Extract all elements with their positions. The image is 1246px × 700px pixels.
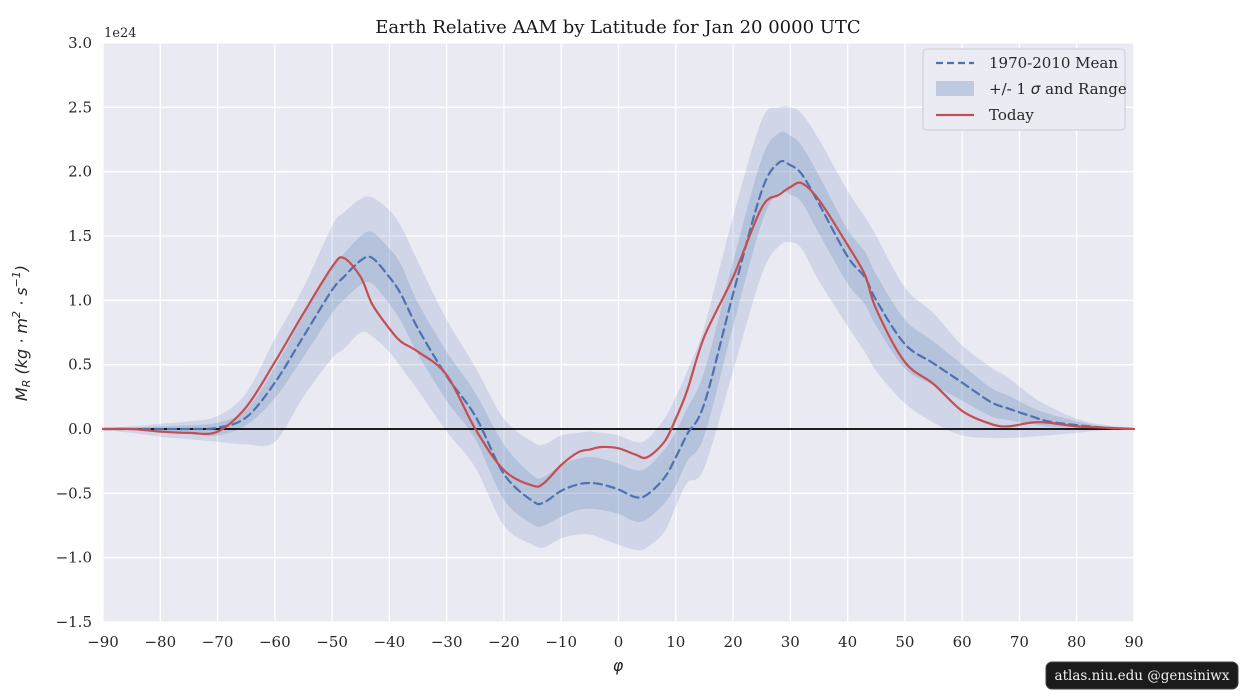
x-tick-label: 70 xyxy=(1010,633,1029,651)
watermark-background xyxy=(1045,661,1239,690)
y-axis-offset-label: 1e24 xyxy=(104,26,137,41)
x-tick-label: 40 xyxy=(838,633,857,651)
x-tick-label: −30 xyxy=(431,633,463,651)
watermark-badge: atlas.niu.edu @gensiniwx xyxy=(1045,661,1239,690)
legend-band-pre: +/- 1 xyxy=(989,80,1031,98)
legend-box xyxy=(922,48,1126,131)
y-axis-label: MR (kg · m2 · s−1) xyxy=(10,265,33,401)
x-tick-label: 80 xyxy=(1067,633,1086,651)
ylabel-units-1: (kg · m xyxy=(12,318,31,380)
x-axis-tick-labels: −90 −80 −70 −60 −50 −40 −30 −20 −10 0 10 20 30 40 50 60… xyxy=(87,633,1143,651)
x-tick-label: 90 xyxy=(1124,633,1143,651)
ylabel-superscript-2: −1 xyxy=(10,271,23,287)
ylabel-superscript-1: 2 xyxy=(10,311,23,318)
legend-label-today: Today xyxy=(989,106,1034,124)
legend-label-mean: 1970-2010 Mean xyxy=(989,54,1118,72)
ylabel-units-2: · s xyxy=(12,287,31,311)
data-curves xyxy=(101,159,1136,506)
ylabel-units-3: ) xyxy=(12,265,31,272)
x-tick-label: −90 xyxy=(87,633,119,651)
legend-label-band: +/- 1 σ and Range xyxy=(989,80,1127,98)
y-tick-label: −0.5 xyxy=(56,484,92,502)
x-tick-label: −60 xyxy=(259,633,291,651)
legend-band-post: and Range xyxy=(1040,80,1127,98)
today-line xyxy=(101,181,1136,488)
x-tick-label: 0 xyxy=(614,633,624,651)
x-tick-label: −80 xyxy=(144,633,176,651)
y-tick-label: 0.0 xyxy=(68,420,92,438)
chart-title: Earth Relative AAM by Latitude for Jan 2… xyxy=(375,17,860,38)
x-tick-label: 20 xyxy=(724,633,743,651)
x-axis-label: φ xyxy=(613,656,624,675)
range-band xyxy=(103,106,1134,551)
uncertainty-bands xyxy=(103,106,1134,551)
x-tick-label: −20 xyxy=(488,633,520,651)
y-tick-label: 0.5 xyxy=(68,356,92,374)
x-tick-label: 50 xyxy=(895,633,914,651)
y-tick-label: 3.0 xyxy=(68,34,92,52)
y-axis-tick-labels: 3.0 2.5 2.0 1.5 1.0 0.5 0.0 −0.5 −1.0 −1.5 xyxy=(56,34,92,631)
ylabel-subscript: R xyxy=(20,380,33,388)
legend-band-patch-sample xyxy=(936,81,974,96)
x-tick-label: −70 xyxy=(202,633,234,651)
sigma-band xyxy=(103,131,1134,527)
sigma-symbol: σ xyxy=(1031,80,1041,98)
y-tick-label: −1.5 xyxy=(56,613,92,631)
y-tick-label: 1.5 xyxy=(68,227,92,245)
watermark-text: atlas.niu.edu @gensiniwx xyxy=(1055,668,1230,684)
x-tick-label: −10 xyxy=(545,633,577,651)
y-tick-label: −1.0 xyxy=(56,549,92,567)
y-tick-label: 1.0 xyxy=(68,291,92,309)
x-tick-label: −50 xyxy=(316,633,348,651)
x-tick-label: 60 xyxy=(953,633,972,651)
ylabel-main: M xyxy=(12,387,31,401)
y-tick-label: 2.0 xyxy=(68,163,92,181)
x-tick-label: 30 xyxy=(781,633,800,651)
mean-line xyxy=(101,159,1136,506)
legend: 1970-2010 Mean +/- 1 σ and Range Today xyxy=(922,48,1127,131)
x-tick-label: −40 xyxy=(374,633,406,651)
x-tick-label: 10 xyxy=(666,633,685,651)
y-tick-label: 2.5 xyxy=(68,98,92,116)
